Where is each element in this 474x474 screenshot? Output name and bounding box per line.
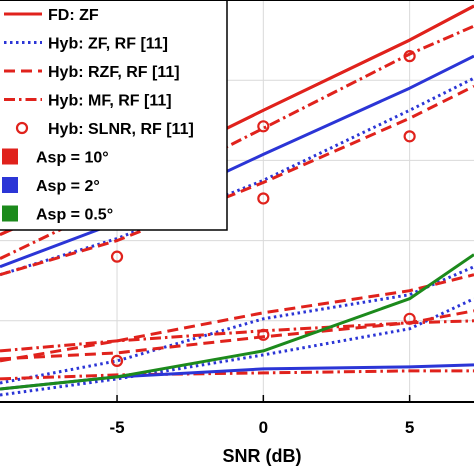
plot-frame [0,0,474,403]
legend-box [0,0,228,231]
legend: FD: ZF Hyb: ZF, RF [11] Hyb: RZF, RF [11] H… [0,0,228,231]
legend-swatch [2,177,18,193]
x-tick-label: 5 [405,418,414,437]
series-line [0,265,474,385]
series-line [0,369,474,381]
series-line [0,309,474,361]
legend-label: FD: ZF [48,7,99,24]
legend-label: Hyb: MF, RF [11] [48,93,172,110]
x-ticks: -5 0 5 [109,395,414,437]
data-point-marker [257,192,270,205]
data-point-marker [257,328,270,341]
data-point-marker [403,130,416,143]
legend-label: Asp = 10° [36,150,109,167]
x-axis-title: SNR (dB) [223,446,302,466]
series-line [0,253,474,391]
legend-label: Hyb: ZF, RF [11] [48,36,168,53]
series-line [0,84,474,277]
legend-swatch [2,205,18,222]
legend-label: Hyb: RZF, RF [11] [48,64,180,81]
legend-label: Asp = 2° [36,178,100,195]
legend-label: Asp = 0.5° [36,207,113,224]
data-point-marker [403,312,416,325]
data-point-marker [110,354,124,367]
data-point-marker [403,50,416,63]
x-tick-label: -5 [109,418,124,437]
series-line [0,54,474,269]
data-point-marker [110,250,124,263]
data-point-marker [257,120,270,133]
legend-label: Hyb: SLNR, RF [11] [48,121,194,138]
legend-swatch [2,148,18,165]
x-tick-label: 0 [259,418,268,437]
legend-items: FD: ZF Hyb: ZF, RF [11] Hyb: RZF, RF [11] H… [2,7,194,224]
legend-marker [15,121,29,135]
